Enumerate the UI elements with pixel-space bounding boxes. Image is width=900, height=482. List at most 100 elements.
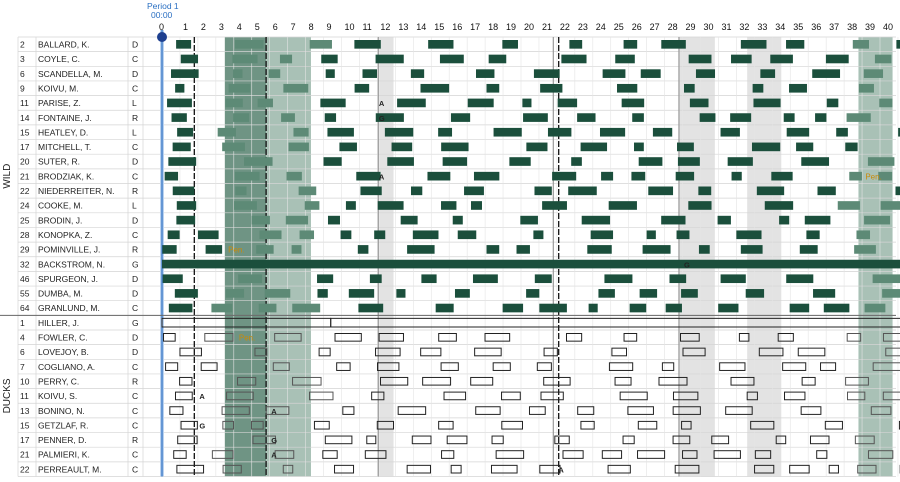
player-name[interactable]: KOIVU, M. [38, 83, 79, 93]
player-name[interactable]: DUMBA, M. [38, 289, 83, 299]
minute-tick-label: 26 [632, 22, 642, 32]
shift-block [771, 171, 793, 181]
shift-block [362, 69, 378, 78]
shift-block [420, 347, 442, 357]
shift-block [443, 391, 467, 401]
shift-block [872, 274, 900, 284]
event-label[interactable]: A [558, 465, 564, 474]
player-name[interactable]: PERREAULT, M. [38, 464, 102, 474]
shift-block [467, 98, 494, 108]
shift-block [450, 464, 462, 474]
shift-block [357, 245, 369, 254]
player-name[interactable]: COOKE, M. [38, 201, 83, 211]
player-name[interactable]: POMINVILLE, J. [38, 245, 100, 255]
penalty-label[interactable]: Pen. [228, 246, 244, 255]
shift-block [752, 83, 764, 93]
shift-block [472, 274, 498, 284]
player-name[interactable]: BRODZIAK, K. [38, 171, 94, 181]
player-name[interactable]: BONINO, N. [38, 406, 85, 416]
shift-block [371, 391, 385, 401]
shift-block [454, 289, 470, 298]
player-position: D [132, 274, 138, 284]
player-position: D [132, 333, 138, 343]
shift-block [164, 171, 179, 181]
shift-block [800, 406, 822, 415]
minute-tick-label: 7 [291, 22, 296, 32]
shift-block [646, 230, 656, 240]
shift-block [836, 127, 848, 137]
player-name[interactable]: HILLER, J. [38, 318, 79, 328]
event-label[interactable]: G [271, 436, 277, 445]
player-name[interactable]: GETZLAF, R. [38, 420, 89, 430]
shift-block [233, 69, 243, 78]
event-label[interactable]: G [379, 114, 385, 123]
player-number: 14 [20, 113, 30, 123]
player-number: 22 [20, 464, 30, 474]
minute-tick-label: 19 [506, 22, 516, 32]
event-label[interactable]: A [379, 99, 385, 108]
shift-block [235, 186, 247, 196]
shift-block [369, 274, 382, 284]
player-position: C [132, 303, 138, 313]
shift-block [665, 303, 682, 313]
shift-block [824, 420, 843, 430]
shift-block [652, 127, 673, 137]
event-label[interactable]: A [379, 172, 385, 181]
shift-block [847, 391, 866, 401]
player-name[interactable]: KONOPKA, Z. [38, 230, 92, 240]
shift-block [619, 391, 648, 401]
shift-block [730, 376, 755, 386]
shift-block [882, 289, 900, 298]
player-name[interactable]: COYLE, C. [38, 54, 80, 64]
player-name[interactable]: PALMIERI, K. [38, 450, 90, 460]
label-layer: 2 BALLARD, K. D 3 COYLE, C. C 6 SCANDELLA, M. D 9… [2, 40, 882, 475]
player-name[interactable]: BALLARD, K. [38, 40, 90, 50]
event-label[interactable]: A [271, 451, 277, 460]
player-name[interactable]: SCANDELLA, M. [38, 69, 103, 79]
period-marker[interactable] [157, 32, 167, 42]
shift-block [174, 289, 198, 298]
shift-block [540, 83, 563, 93]
shift-block [204, 333, 234, 342]
player-position: C [132, 54, 138, 64]
shift-block [845, 142, 858, 152]
penalty-label[interactable]: Pen. [865, 172, 881, 181]
penalty-label[interactable]: Pen. [239, 334, 255, 343]
player-name[interactable]: KOIVU, S. [38, 391, 77, 401]
shift-block [854, 435, 875, 445]
player-name[interactable]: LOVEJOY, B. [38, 347, 89, 357]
shift-block [441, 450, 455, 459]
player-name[interactable]: FONTAINE, J. [38, 113, 92, 123]
player-name[interactable]: PARISE, Z. [38, 98, 81, 108]
player-name[interactable]: SUTER, R. [38, 157, 80, 167]
event-label[interactable]: G [199, 421, 205, 430]
player-name[interactable]: BRODIN, J. [38, 215, 82, 225]
shift-block [491, 435, 504, 445]
event-label[interactable]: A [199, 392, 205, 401]
player-name[interactable]: GRANLUND, M. [38, 303, 100, 313]
shift-block [680, 333, 700, 342]
period-clock[interactable]: 00:00 [151, 10, 173, 20]
shift-block [282, 464, 294, 474]
player-name[interactable]: SPURGEON, J. [38, 274, 98, 284]
player-name[interactable]: PERRY, C. [38, 376, 79, 386]
player-number: 28 [20, 230, 30, 240]
player-number: 46 [20, 274, 30, 284]
shift-block [698, 245, 710, 254]
player-name[interactable]: BACKSTROM, N. [38, 259, 105, 269]
shift-block [837, 201, 860, 210]
shift-block [422, 376, 452, 386]
event-label[interactable]: G [684, 260, 690, 269]
shift-block [492, 362, 511, 371]
player-name[interactable]: COGLIANO, A. [38, 362, 95, 372]
player-number: 20 [20, 157, 30, 167]
event-label[interactable]: A [271, 407, 277, 416]
player-name[interactable]: HEATLEY, D. [38, 127, 88, 137]
shift-block [376, 420, 395, 430]
player-name[interactable]: NIEDERREITER, N. [38, 186, 115, 196]
player-name[interactable]: PENNER, D. [38, 435, 87, 445]
player-name[interactable]: MITCHELL, T. [38, 142, 91, 152]
shift-block [631, 171, 646, 181]
player-name[interactable]: FOWLER, C. [38, 333, 88, 343]
